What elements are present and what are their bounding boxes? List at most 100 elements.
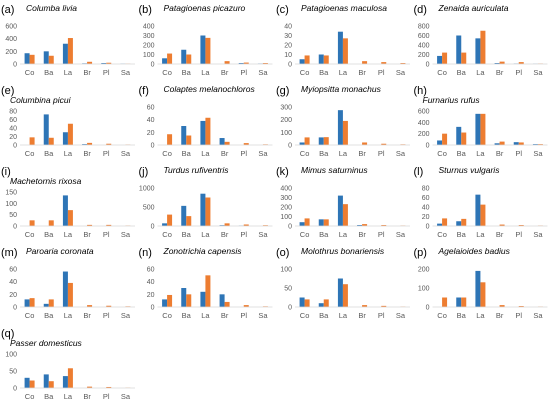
bar-ba-series-2 xyxy=(461,132,467,145)
x-tick-label: Sa xyxy=(396,68,406,77)
y-tick-label: 0 xyxy=(288,305,292,312)
bar-pl-series-2 xyxy=(106,386,112,388)
bar-la-series-1 xyxy=(200,120,206,145)
bar-pl-series-2 xyxy=(106,62,112,64)
panel-title: Zonotrichia capensis xyxy=(163,246,243,256)
bar-la-series-2 xyxy=(67,282,73,307)
bar-ba-series-1 xyxy=(181,126,187,145)
panel-o: (o) Molothrus bonariensis 0 50 100 Co Ba La Br Pl… xyxy=(276,246,410,320)
x-tick-label: Pl xyxy=(103,68,110,77)
bar-la-series-2 xyxy=(342,284,348,307)
bar-ba-series-1 xyxy=(43,51,49,64)
bar-ba-series-1 xyxy=(43,374,49,388)
bar-co-series-2 xyxy=(304,299,310,307)
y-tick-label: 400 xyxy=(418,120,430,127)
y-tick-label: 400 xyxy=(280,186,292,193)
y-tick-label: 50 xyxy=(9,212,17,219)
x-tick-label: Co xyxy=(300,311,310,320)
y-tick-label: 100 xyxy=(5,201,17,208)
panel-label: (p) xyxy=(414,247,427,259)
panel-label: (m) xyxy=(1,247,18,259)
bar-co-series-1 xyxy=(299,297,305,307)
y-tick-label: 20 xyxy=(147,130,155,137)
bar-ba-series-2 xyxy=(461,218,467,226)
x-tick-label: Ba xyxy=(457,149,467,158)
x-tick-label: Ba xyxy=(457,311,467,320)
x-tick-label: La xyxy=(339,68,348,77)
bar-ba-series-2 xyxy=(323,299,329,307)
bar-br-series-1 xyxy=(357,225,363,226)
bar-ba-series-2 xyxy=(461,297,467,307)
bar-la-series-2 xyxy=(480,113,486,145)
y-tick-label: 50 xyxy=(284,286,292,293)
x-tick-label: Sa xyxy=(258,230,268,239)
panel-label: (b) xyxy=(139,4,152,16)
y-tick-label: 40 xyxy=(422,205,430,212)
x-tick-label: Br xyxy=(83,149,91,158)
bar-ba-series-1 xyxy=(181,49,187,64)
x-tick-label: Co xyxy=(300,68,310,77)
bar-br-series-1 xyxy=(219,225,225,226)
y-tick-label: 100 xyxy=(5,352,17,359)
x-tick-label: Co xyxy=(25,230,35,239)
x-tick-label: Pl xyxy=(515,311,522,320)
bar-br-series-2 xyxy=(224,141,230,145)
panel-k: (k) Mimus saturninus 0 100 200 300 400 Co Ba La Br… xyxy=(276,165,410,239)
bar-pl-series-1 xyxy=(238,63,244,64)
panel-title: Patagioenas maculosa xyxy=(301,3,387,13)
x-tick-label: Pl xyxy=(240,68,247,77)
panel-label: (q) xyxy=(1,328,14,340)
x-tick-label: La xyxy=(476,230,485,239)
y-tick-label: 80 xyxy=(422,186,430,193)
bar-pl-series-2 xyxy=(106,224,112,226)
panel-title: Paroaria coronata xyxy=(26,246,94,256)
x-tick-label: La xyxy=(339,230,348,239)
y-tick-label: 200 xyxy=(280,117,292,124)
bar-la-series-1 xyxy=(200,291,206,307)
y-tick-label: 200 xyxy=(143,43,155,50)
y-tick-label: 60 xyxy=(422,195,430,202)
panel-q: (q)Passer domesticus 0 50 100 Co Ba La Br Pl Sa xyxy=(1,328,135,401)
bar-co-series-1 xyxy=(437,140,443,145)
bar-pl-series-2 xyxy=(518,142,524,145)
bar-pl-series-2 xyxy=(518,306,524,307)
panel-label: (n) xyxy=(139,247,152,259)
bar-la-series-2 xyxy=(342,120,348,145)
bar-br-series-1 xyxy=(219,138,225,145)
panel-label: (l) xyxy=(414,166,424,178)
y-tick-label: 600 xyxy=(418,33,430,40)
x-tick-label: Co xyxy=(162,68,172,77)
y-tick-label: 100 xyxy=(418,286,430,293)
panel-label: (f) xyxy=(139,85,149,97)
bar-co-series-2 xyxy=(167,134,173,145)
bar-pl-series-2 xyxy=(518,62,524,64)
y-tick-label: 20 xyxy=(422,214,430,221)
bar-co-series-1 xyxy=(24,299,30,307)
bar-ba-series-2 xyxy=(186,54,192,64)
panel-l: (l) Sturnus vulgaris 0 20 40 60 80 Co Ba La Br Pl Sa xyxy=(414,165,548,239)
x-tick-label: Br xyxy=(358,230,366,239)
bar-la-series-2 xyxy=(67,210,73,226)
bar-sa-series-2 xyxy=(400,63,406,64)
x-tick-label: Sa xyxy=(121,149,131,158)
x-tick-label: Br xyxy=(496,68,504,77)
x-tick-label: Pl xyxy=(240,311,247,320)
panel-title: Columbina picui xyxy=(10,95,72,105)
bar-pl-series-2 xyxy=(243,305,249,307)
bar-pl-series-2 xyxy=(243,143,249,145)
bar-co-series-2 xyxy=(29,54,35,64)
x-tick-label: Br xyxy=(358,68,366,77)
bar-pl-series-2 xyxy=(381,225,387,226)
bar-la-series-2 xyxy=(205,197,211,226)
bar-co-series-1 xyxy=(162,58,168,64)
bar-co-series-2 xyxy=(29,298,35,307)
bar-ba-series-2 xyxy=(323,137,329,145)
y-tick-label: 400 xyxy=(143,24,155,31)
bar-la-series-2 xyxy=(67,123,73,145)
bar-ba-series-1 xyxy=(43,303,49,307)
y-tick-label: 40 xyxy=(147,279,155,286)
y-tick-label: 0 xyxy=(426,305,430,312)
x-tick-label: La xyxy=(339,311,348,320)
x-tick-label: Pl xyxy=(378,230,385,239)
